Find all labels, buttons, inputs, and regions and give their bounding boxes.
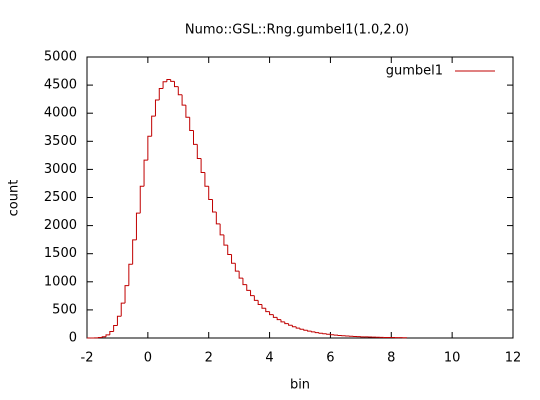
histogram-step [223,234,228,246]
histogram-step [314,331,320,334]
x-tick-label: 8 [387,351,395,366]
histogram-step [227,245,232,256]
x-tick-label: 0 [144,351,152,366]
histogram-step [215,212,221,225]
histogram-step [196,144,202,159]
chart-title: Numo::GSL::Rng.gumbel1(1.0,2.0) [185,23,409,38]
histogram-step [284,321,289,325]
histogram-step [128,263,133,286]
histogram-step [158,88,164,101]
histogram-step [253,295,259,301]
histogram-step [162,81,167,89]
histogram-step [288,323,293,326]
histogram-step [116,315,122,326]
histogram-step [219,223,224,236]
x-tick-label: 6 [326,351,334,366]
histogram-step [113,325,118,332]
y-tick-label: 2000 [44,218,77,233]
histogram-step [208,186,213,200]
histogram-step [272,314,278,318]
histogram-step [234,263,240,272]
histogram-step [231,254,236,264]
histogram-step [291,325,297,328]
histogram-step [299,328,304,330]
histogram-step [181,94,186,106]
histogram-step [204,172,209,187]
y-tick-label: 500 [52,302,77,317]
histogram-step [307,330,312,332]
x-tick-label: 2 [205,351,213,366]
legend-label: gumbel1 [386,64,443,79]
y-tick-label: 3000 [44,162,77,177]
y-axis-label: count [7,180,22,217]
histogram-step [173,81,179,88]
histogram-step [170,79,175,82]
x-tick-label: 10 [444,351,461,366]
histogram-step [242,278,247,286]
histogram-step [120,302,126,317]
histogram-step [189,117,194,131]
histogram-step [185,105,190,118]
histogram-step [250,290,255,297]
histogram-step [246,284,251,291]
y-tick-label: 1000 [44,274,77,289]
histogram-step [326,333,331,335]
y-tick-label: 4500 [44,78,77,93]
histogram-step [295,326,300,329]
histogram-step [257,300,262,306]
histogram-step [147,135,152,161]
histogram-step [238,271,243,279]
histogram-step [124,285,129,304]
histogram-step [154,99,160,117]
histogram-step [151,115,156,137]
histogram-step [139,185,145,214]
histogram-step [318,332,323,334]
histogram-step [265,308,270,313]
y-tick-label: 2500 [44,190,77,205]
histogram-step [193,130,198,145]
histogram-step [322,333,327,335]
y-tick-label: 5000 [44,50,77,65]
histogram-step [269,311,274,316]
x-tick-label: -2 [81,351,94,366]
histogram-step [280,319,285,323]
histogram-step [132,239,137,265]
histogram-step [303,329,308,331]
histogram-step [200,158,205,174]
histogram-step [212,199,217,213]
x-tick-label: 4 [265,351,273,366]
y-tick-label: 4000 [44,106,77,121]
y-tick-label: 1500 [44,246,77,261]
x-tick-label: 12 [505,351,522,366]
histogram-step [177,86,183,96]
histogram-step [135,212,141,240]
histogram-step [261,304,266,309]
histogram-step [105,334,110,337]
histogram-step [109,330,114,335]
x-axis-label: bin [290,378,310,393]
histogram-step [276,317,281,321]
histogram-step [101,336,107,338]
histogram-step [143,159,148,187]
histogram-step [166,79,171,82]
y-tick-label: 3500 [44,134,77,149]
histogram-step [310,331,316,333]
y-tick-label: 0 [69,331,77,346]
